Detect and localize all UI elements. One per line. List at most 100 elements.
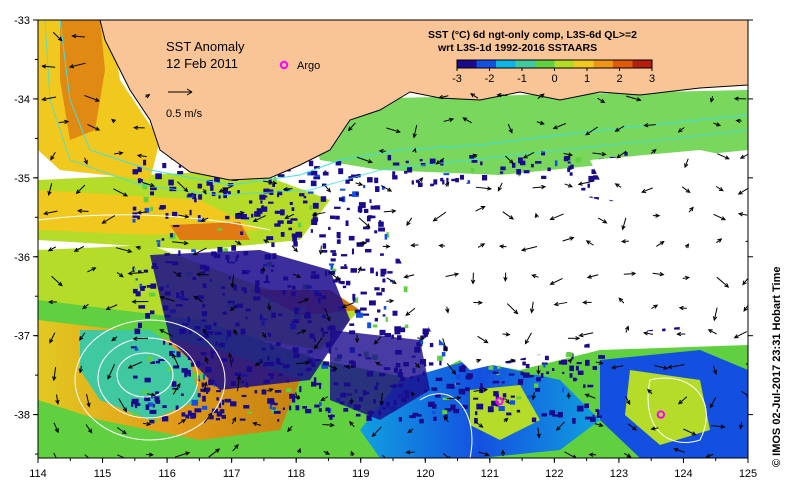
current-vector-head — [567, 183, 574, 188]
anomaly-pixel — [150, 361, 156, 364]
current-vector-head — [601, 151, 607, 157]
anomaly-pixel — [366, 415, 372, 422]
current-vector — [586, 240, 594, 246]
current-vector — [178, 214, 189, 218]
current-vector-head — [234, 443, 239, 449]
anomaly-pixel — [473, 397, 479, 400]
current-vector-head — [487, 186, 493, 191]
current-vector-head — [470, 93, 476, 98]
current-vector-head — [641, 188, 647, 193]
current-vector — [550, 278, 563, 285]
colorbar: -3 -2 -1 0 1 2 3 — [452, 59, 655, 85]
current-vector-head — [586, 274, 592, 279]
anomaly-pixel — [374, 177, 379, 184]
anomaly-pixel — [435, 377, 443, 382]
anomaly-pixel — [137, 178, 141, 184]
current-vector — [417, 177, 423, 184]
current-vector-head — [344, 364, 350, 370]
current-vector-head — [667, 364, 673, 370]
current-vector-head — [616, 153, 622, 159]
anomaly-pixel — [159, 205, 166, 209]
anomaly-pixel — [297, 222, 302, 228]
shelf-contour — [59, 20, 748, 186]
current-vector-head — [287, 427, 292, 433]
anomaly-pixel — [480, 383, 483, 389]
current-vector-head — [318, 249, 324, 256]
anomaly-pixel — [359, 307, 367, 311]
current-vector-head — [445, 308, 450, 314]
current-vector-head — [371, 432, 377, 438]
anomaly-pixel — [371, 215, 376, 219]
anomaly-pixel — [365, 238, 370, 243]
current-vector-head — [620, 239, 626, 244]
anomaly-pixel — [491, 400, 497, 406]
anomaly-pixel — [261, 389, 267, 395]
anomaly-pixel — [492, 380, 500, 384]
anomaly-pixel — [497, 365, 501, 369]
anomaly-pixel — [576, 362, 582, 365]
current-vector — [296, 329, 306, 335]
current-vector-head — [282, 186, 288, 192]
current-vector — [44, 210, 58, 215]
anomaly-pixel — [161, 416, 169, 422]
anomaly-pixel — [201, 405, 208, 410]
current-vector — [253, 215, 266, 222]
anomaly-pixel — [197, 218, 205, 223]
anomaly-pixel — [350, 268, 357, 273]
current-vector — [177, 419, 186, 425]
anomaly-pixel — [325, 407, 330, 412]
current-vector-head — [304, 298, 310, 303]
anomaly-pixel — [370, 205, 377, 210]
current-vector — [380, 392, 383, 405]
anomaly-pixel — [251, 213, 254, 218]
anomaly-pixel — [437, 355, 443, 361]
current-vector-head — [454, 272, 460, 277]
current-vector-head — [271, 460, 275, 463]
anomaly-pixel — [535, 161, 542, 164]
anomaly-pixel — [510, 395, 515, 398]
anomaly-pixel — [357, 206, 363, 213]
current-vector-head — [405, 450, 411, 455]
current-vector-head — [549, 216, 555, 221]
anomaly-pixel — [662, 328, 666, 332]
current-vector-head — [709, 403, 714, 409]
anomaly-pixel — [573, 378, 578, 381]
anomaly-pixel — [260, 206, 268, 212]
anomaly-pixel — [455, 374, 462, 380]
anomaly-pixel — [277, 190, 283, 196]
shelf-contour-outer — [44, 20, 748, 196]
anomaly-pixel — [516, 409, 521, 413]
anomaly-pixel — [270, 401, 275, 405]
anomaly-pixel — [561, 359, 568, 365]
anomaly-pixel — [142, 183, 148, 190]
anomaly-pixel — [453, 408, 460, 414]
current-vector — [72, 35, 85, 38]
anomaly-pixel — [292, 237, 297, 242]
anomaly-pixel — [552, 414, 559, 417]
colorbar-tick-label: -1 — [517, 73, 527, 85]
anomaly-pixel — [260, 195, 265, 199]
anomaly-pixel — [348, 235, 355, 241]
current-vector-head — [588, 452, 594, 457]
anomaly-pixel — [135, 291, 141, 297]
anomaly-pixel — [384, 333, 391, 337]
current-vector-head — [78, 368, 83, 374]
current-vector-head — [52, 376, 57, 382]
anomaly-pixel — [146, 285, 151, 288]
current-vector — [231, 274, 235, 288]
current-vector-head — [678, 305, 684, 311]
current-vector-head — [743, 306, 748, 312]
current-vector — [563, 152, 573, 156]
anomaly-pixel — [356, 242, 363, 247]
current-vector — [585, 393, 596, 399]
current-vector — [42, 96, 57, 101]
anomaly-pixel — [332, 252, 337, 256]
current-vector — [113, 188, 128, 197]
anomaly-pixel — [202, 374, 205, 380]
anomaly-pixel — [461, 364, 467, 368]
anomaly-pixel — [289, 201, 293, 206]
anomaly-pixel — [522, 372, 530, 378]
current-vector — [106, 304, 118, 310]
anomaly-pixel — [387, 271, 393, 274]
current-vector-head — [341, 303, 347, 309]
